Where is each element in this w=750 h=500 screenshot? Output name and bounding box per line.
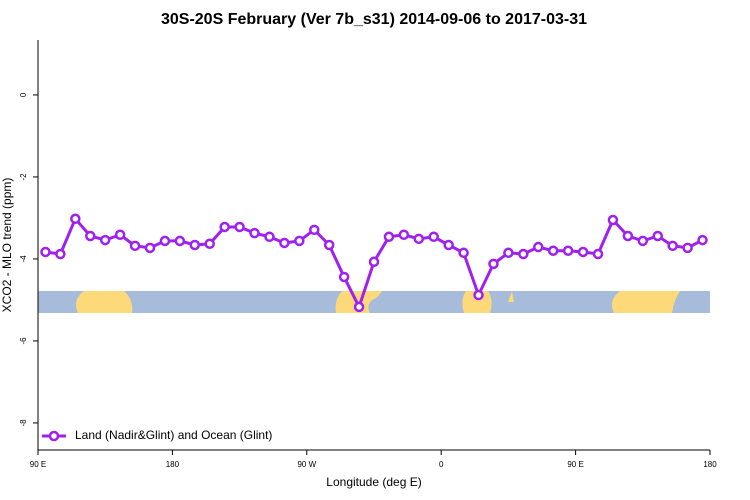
data-point <box>144 242 156 254</box>
data-point <box>129 240 141 252</box>
data-point <box>309 224 320 236</box>
data-point <box>174 235 186 247</box>
data-point <box>592 248 604 260</box>
data-point <box>249 227 260 239</box>
data-point <box>473 289 484 301</box>
y-tick-label: -4 <box>19 255 28 263</box>
ocean-strip <box>38 291 710 313</box>
data-point <box>159 235 171 247</box>
x-tick-label: 90 W <box>297 460 316 469</box>
land-patch <box>508 291 514 302</box>
data-point <box>338 271 350 283</box>
data-point <box>577 246 589 258</box>
data-point <box>279 237 290 249</box>
data-point <box>219 221 230 233</box>
x-tick-label: 90 E <box>30 460 46 469</box>
data-point <box>70 213 81 225</box>
data-point <box>503 247 514 259</box>
data-point <box>55 248 66 260</box>
data-point <box>368 256 380 268</box>
y-tick-label: -8 <box>19 419 28 427</box>
legend-marker <box>48 430 60 442</box>
data-point <box>682 242 693 254</box>
y-tick-label: 0 <box>19 92 28 97</box>
data-point <box>234 221 245 233</box>
data-point <box>398 229 410 240</box>
data-point <box>264 231 275 243</box>
data-point <box>458 247 469 259</box>
y-tick-label: -6 <box>19 337 28 345</box>
land-patch <box>76 291 133 313</box>
x-tick-label: 180 <box>703 460 717 469</box>
map-strip <box>38 291 710 313</box>
data-point <box>383 231 395 243</box>
data-point <box>204 238 215 250</box>
land-patch <box>612 291 680 313</box>
data-point <box>637 235 649 247</box>
data-point <box>622 230 634 242</box>
legend-label: Land (Nadir&Glint) and Ocean (Glint) <box>75 428 272 442</box>
data-point <box>428 231 439 243</box>
data-point <box>294 235 305 247</box>
data-point <box>189 239 201 251</box>
data-point <box>488 258 499 270</box>
data-point <box>85 230 96 242</box>
data-point <box>533 241 544 253</box>
data-point <box>443 239 454 251</box>
chart-title: 30S-20S February (Ver 7b_s31) 2014-09-06… <box>161 11 587 28</box>
data-point <box>353 301 365 313</box>
data-point <box>323 239 335 251</box>
data-point <box>413 233 425 245</box>
y-axis-label: XCO2 - MLO trend (ppm) <box>0 178 14 313</box>
y-tick-label: -2 <box>19 173 28 181</box>
data-point <box>667 240 678 252</box>
data-point <box>40 246 51 258</box>
data-point <box>607 214 619 226</box>
data-point <box>114 229 126 240</box>
land-patch <box>462 291 492 313</box>
x-tick-label: 0 <box>439 460 444 469</box>
data-point <box>518 248 529 260</box>
x-tick-label: 90 E <box>567 460 583 469</box>
data-point <box>562 245 574 256</box>
x-tick-label: 180 <box>166 460 180 469</box>
data-point <box>547 245 559 256</box>
x-axis-label: Longitude (deg E) <box>326 475 421 489</box>
data-point <box>697 234 708 246</box>
data-point <box>99 234 111 246</box>
data-point <box>652 230 663 242</box>
